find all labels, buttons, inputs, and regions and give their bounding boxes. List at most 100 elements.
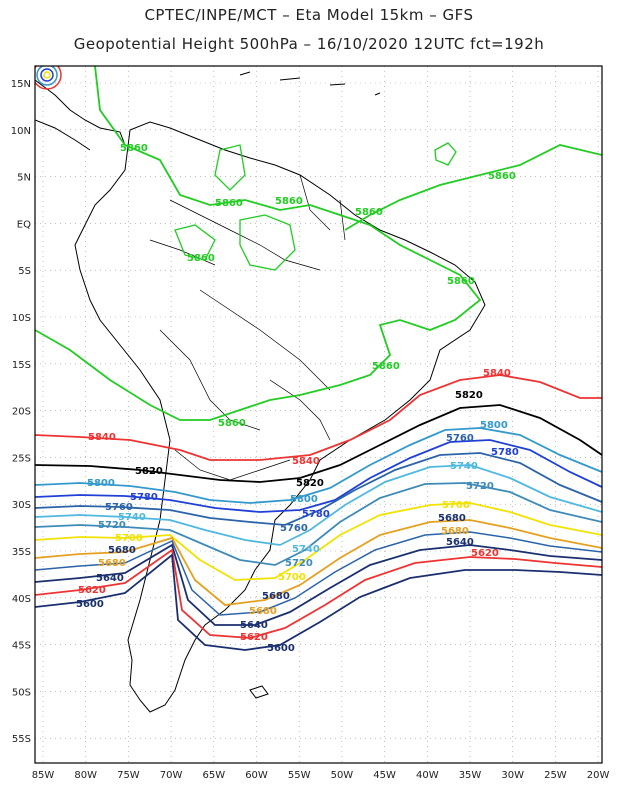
label-5660: 5680 (441, 526, 469, 537)
label-5820: 5820 (296, 478, 324, 489)
lat-lon-grid (35, 66, 602, 763)
label-5720: 5720 (98, 520, 126, 531)
label-5760: 5760 (280, 523, 308, 534)
lon-tick-label: 20W (587, 770, 610, 781)
chart-title-line-1: CPTEC/INPE/MCT – Eta Model 15km – GFS (144, 6, 474, 24)
chart-title-line-2: Geopotential Height 500hPa – 16/10/2020 … (73, 35, 545, 53)
lat-tick-label: 50S (12, 687, 31, 698)
label-5800: 5800 (290, 494, 318, 505)
lat-tick-label: 40S (12, 594, 31, 605)
contour-5660 (35, 531, 602, 616)
contour-5680 (35, 519, 602, 606)
label-5860: 5860 (215, 198, 243, 209)
lon-tick-label: 40W (416, 770, 439, 781)
lat-tick-label: 5N (17, 173, 31, 184)
label-5860: 5860 (372, 361, 400, 372)
lat-tick-label: 15N (11, 79, 31, 90)
falkland-islands (249, 685, 269, 699)
label-5660: 5680 (249, 606, 277, 617)
label-5780: 5780 (130, 492, 158, 503)
caribbean-islands (239, 71, 381, 96)
contour-5800 (35, 427, 602, 504)
contour-5720 (35, 482, 602, 566)
contour-5640 (35, 543, 602, 626)
lon-tick-label: 55W (288, 770, 311, 781)
label-5820: 5820 (135, 466, 163, 477)
label-5700: 5700 (115, 533, 143, 544)
longitude-labels: 85W 80W 75W 70W 65W 60W 55W 50W 45W 40W 35W 30W 25W 2… (32, 770, 610, 781)
label-5760: 5760 (446, 433, 474, 444)
cyclone-center (35, 66, 62, 90)
contour-5620 (35, 548, 602, 639)
lon-tick-label: 30W (501, 770, 524, 781)
lat-tick-label: 55S (12, 734, 31, 745)
label-5680: 5680 (262, 591, 290, 602)
label-5720: 5720 (285, 558, 313, 569)
lon-tick-label: 75W (117, 770, 140, 781)
label-5780: 5780 (491, 447, 519, 458)
label-5720: 5720 (466, 481, 494, 492)
label-5660: 5680 (98, 558, 126, 569)
lat-tick-label: 5S (18, 266, 31, 277)
contour-lines (35, 66, 602, 651)
label-5740: 5740 (450, 461, 478, 472)
contour-5860-north (35, 66, 482, 421)
lat-tick-label: 25S (12, 453, 31, 464)
lat-tick-label: 45S (12, 641, 31, 652)
label-5860: 5860 (120, 143, 148, 154)
lon-tick-label: 65W (202, 770, 225, 781)
label-5840: 5840 (483, 368, 511, 379)
label-5600: 5600 (267, 643, 295, 654)
label-5860: 5860 (187, 253, 215, 264)
label-5680: 5680 (438, 513, 466, 524)
lon-tick-label: 80W (74, 770, 97, 781)
contour-5600 (35, 553, 602, 651)
lat-tick-label: 20S (12, 407, 31, 418)
label-5640: 5640 (446, 537, 474, 548)
lon-tick-label: 25W (544, 770, 567, 781)
contour-5860-ring (434, 142, 457, 166)
central-america-outline (35, 79, 126, 151)
label-5740: 5740 (118, 512, 146, 523)
contour-5860-amazon (174, 144, 296, 271)
label-5800: 5800 (480, 420, 508, 431)
label-5800: 5800 (87, 478, 115, 489)
lon-tick-label: 50W (331, 770, 354, 781)
label-5640: 5640 (240, 620, 268, 631)
label-5860: 5860 (218, 418, 246, 429)
lat-tick-label: 15S (12, 360, 31, 371)
lon-tick-label: 60W (245, 770, 268, 781)
contour-5740 (35, 464, 602, 546)
label-5620: 5620 (78, 585, 106, 596)
label-5860: 5860 (355, 207, 383, 218)
lon-tick-label: 45W (373, 770, 396, 781)
map-frame (34, 65, 603, 764)
label-5640: 5640 (96, 573, 124, 584)
label-5680: 5680 (108, 545, 136, 556)
country-borders (149, 174, 346, 481)
label-5840: 5840 (292, 456, 320, 467)
lat-tick-label: 30S (12, 500, 31, 511)
label-5760: 5760 (105, 502, 133, 513)
contour-5860-atlantic (344, 144, 602, 231)
contour-5840 (35, 374, 602, 461)
label-5700: 5700 (442, 500, 470, 511)
contour-labels: 5860 5860 5860 5860 5860 5860 5860 5860 … (76, 143, 519, 654)
lon-tick-label: 85W (32, 770, 55, 781)
contour-5700 (35, 502, 602, 581)
lat-tick-label: 10N (11, 126, 31, 137)
lon-tick-label: 35W (459, 770, 482, 781)
label-5860: 5860 (275, 196, 303, 207)
label-5860: 5860 (488, 171, 516, 182)
lat-tick-label: 35S (12, 547, 31, 558)
label-5820: 5820 (455, 390, 483, 401)
label-5620: 5620 (471, 548, 499, 559)
label-5600: 5600 (76, 599, 104, 610)
contour-5780 (35, 439, 602, 513)
label-5860: 5860 (447, 276, 475, 287)
contour-5820 (35, 404, 602, 483)
latitude-labels: 15N 10N 5N EQ 5S 10S 15S 20S 25S 30S 35S 40S 45S 50S 5… (11, 79, 31, 745)
label-5840: 5840 (88, 432, 116, 443)
lon-tick-label: 70W (160, 770, 183, 781)
